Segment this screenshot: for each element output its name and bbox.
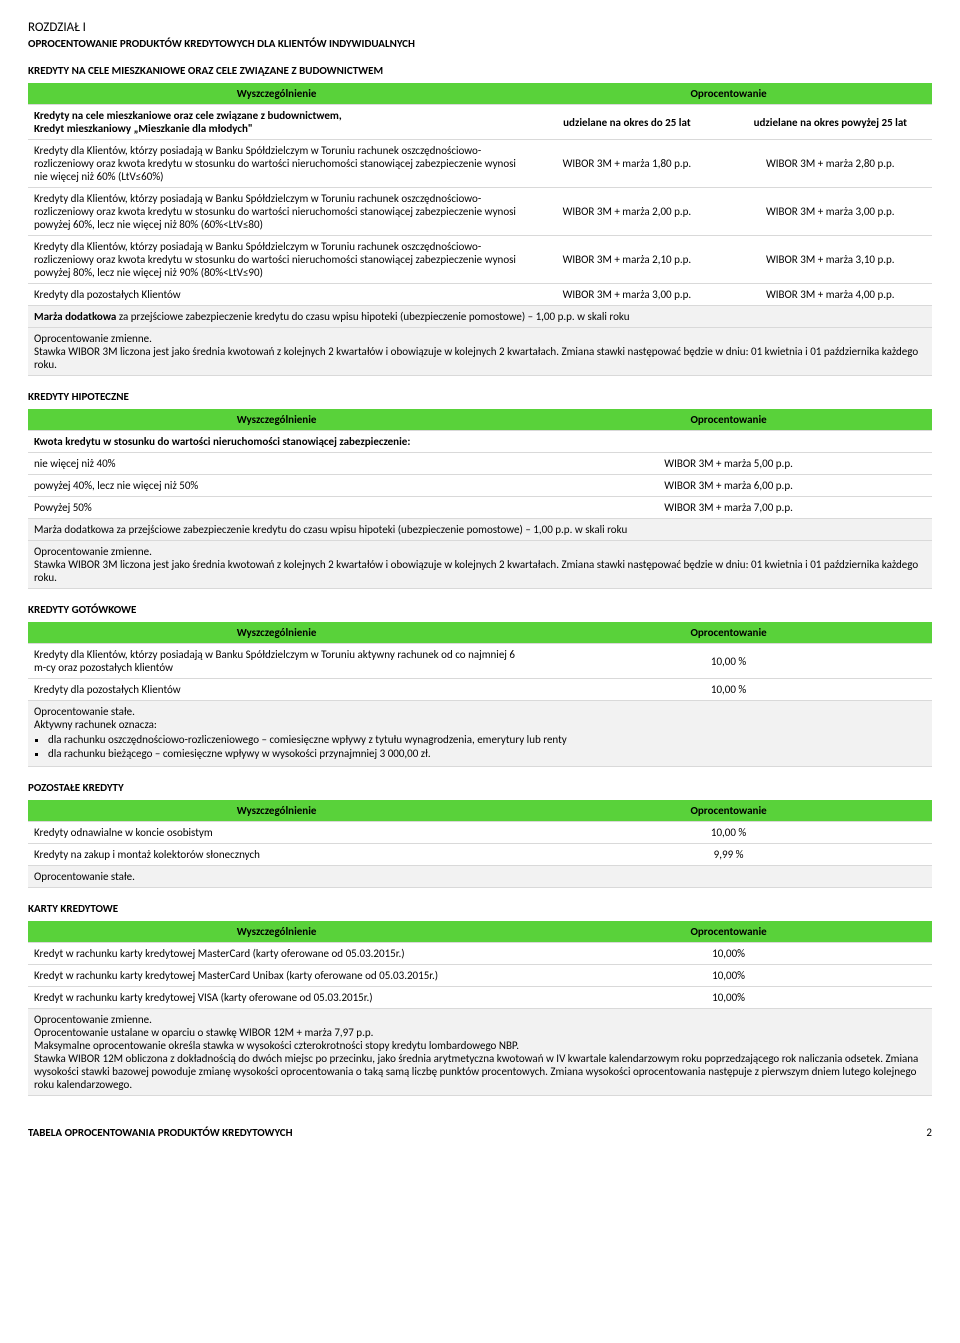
row-val: 10,00% <box>525 965 932 987</box>
housing-table: Wyszczególnienie Oprocentowanie Kredyty … <box>28 83 932 376</box>
table-row: Kredyty dla Klientów, którzy posiadają w… <box>28 236 932 284</box>
col-spec: Wyszczególnienie <box>28 622 525 644</box>
row-val: 10,00 % <box>525 822 932 844</box>
row-desc: Kredyt w rachunku karty kredytowej VISA … <box>28 987 525 1009</box>
row-desc: nie więcej niż 40% <box>28 453 525 475</box>
note-prefix: Marża dodatkowa <box>34 310 116 323</box>
row-val: 9,99 % <box>525 844 932 866</box>
table-row: Kredyty dla Klientów, którzy posiadają w… <box>28 644 932 679</box>
section-title-cash: KREDYTY GOTÓWKOWE <box>28 603 932 616</box>
col-rate: Oprocentowanie <box>525 409 932 431</box>
row-val: 10,00% <box>525 987 932 1009</box>
section-title-housing: KREDYTY NA CELE MIESZKANIOWE ORAZ CELE Z… <box>28 64 932 77</box>
col-spec: Wyszczególnienie <box>28 921 525 943</box>
note-rest: za przejściowe zabezpieczenie kredytu do… <box>116 310 629 323</box>
row-val-2: udzielane na okres powyżej 25 lat <box>729 105 932 140</box>
row-desc: Kredyty dla pozostałych Klientów <box>28 284 525 306</box>
col-spec: Wyszczególnienie <box>28 83 525 105</box>
row-val-2: WIBOR 3M + marża 3,10 p.p. <box>729 236 932 284</box>
col-spec: Wyszczególnienie <box>28 800 525 822</box>
col-rate: Oprocentowanie <box>525 83 932 105</box>
note-text: Oprocentowanie zmienne. Stawka WIBOR 3M … <box>28 541 932 589</box>
table-row: Kredyt w rachunku karty kredytowej Maste… <box>28 943 932 965</box>
row-desc-line1: Kredyty na cele mieszkaniowe oraz cele z… <box>34 109 342 122</box>
col-rate: Oprocentowanie <box>525 800 932 822</box>
col-rate: Oprocentowanie <box>525 921 932 943</box>
table-row: Kredyty dla pozostałych Klientów 10,00 % <box>28 679 932 701</box>
row-val: 10,00% <box>525 943 932 965</box>
row-desc: Kredyty na zakup i montaż kolektorów sło… <box>28 844 525 866</box>
row-val-2: WIBOR 3M + marża 3,00 p.p. <box>729 188 932 236</box>
footer-title: TABELA OPROCENTOWANIA PRODUKTÓW KREDYTOW… <box>28 1126 293 1139</box>
table-row: powyżej 40%, lecz nie więcej niż 50% WIB… <box>28 475 932 497</box>
row-val: WIBOR 3M + marża 6,00 p.p. <box>525 475 932 497</box>
row-val-2: WIBOR 3M + marża 2,80 p.p. <box>729 140 932 188</box>
note-text: Oprocentowanie stałe. <box>28 866 932 888</box>
row-desc: Kredyty odnawialne w koncie osobistym <box>28 822 525 844</box>
row-desc: Kredyt w rachunku karty kredytowej Maste… <box>28 943 525 965</box>
row-val: 10,00 % <box>525 679 932 701</box>
subhead: Kwota kredytu w stosunku do wartości nie… <box>28 431 932 453</box>
table-row: Kredyty dla pozostałych Klientów WIBOR 3… <box>28 284 932 306</box>
row-desc: Kredyty dla Klientów, którzy posiadają w… <box>28 644 525 679</box>
col-spec: Wyszczególnienie <box>28 409 525 431</box>
section-title-mortgage: KREDYTY HIPOTECZNE <box>28 390 932 403</box>
note-line1: Oprocentowanie stałe. <box>34 705 926 718</box>
row-val-1: WIBOR 3M + marża 2,00 p.p. <box>525 188 728 236</box>
row-val-1: udzielane na okres do 25 lat <box>525 105 728 140</box>
section-title-cards: KARTY KREDYTOWE <box>28 902 932 915</box>
table-row: Kredyty dla Klientów, którzy posiadają w… <box>28 188 932 236</box>
note-text: Oprocentowanie zmienne. Oprocentowanie u… <box>28 1009 932 1096</box>
chapter-label: ROZDZIAŁ I <box>28 20 932 35</box>
note-row: Oprocentowanie stałe. Aktywny rachunek o… <box>28 701 932 767</box>
row-desc-line2: Kredyt mieszkaniowy „Mieszkanie dla młod… <box>34 122 253 135</box>
row-desc: Kredyty dla pozostałych Klientów <box>28 679 525 701</box>
page-number: 2 <box>926 1126 932 1139</box>
table-row: Powyżej 50% WIBOR 3M + marża 7,00 p.p. <box>28 497 932 519</box>
table-row: Kredyty na cele mieszkaniowe oraz cele z… <box>28 105 932 140</box>
row-val: WIBOR 3M + marża 7,00 p.p. <box>525 497 932 519</box>
row-desc: Kredyt w rachunku karty kredytowej Maste… <box>28 965 525 987</box>
cash-table: Wyszczególnienie Oprocentowanie Kredyty … <box>28 622 932 767</box>
note-row: Oprocentowanie stałe. <box>28 866 932 888</box>
note-row: Oprocentowanie zmienne. Oprocentowanie u… <box>28 1009 932 1096</box>
note-row: Marża dodatkowa za przejściowe zabezpiec… <box>28 519 932 541</box>
row-val-1: WIBOR 3M + marża 3,00 p.p. <box>525 284 728 306</box>
row-desc: Kredyty dla Klientów, którzy posiadają w… <box>28 236 525 284</box>
other-table: Wyszczególnienie Oprocentowanie Kredyty … <box>28 800 932 888</box>
table-row: Kredyt w rachunku karty kredytowej Maste… <box>28 965 932 987</box>
row-val: 10,00 % <box>525 644 932 679</box>
col-rate: Oprocentowanie <box>525 622 932 644</box>
table-row: Kredyty odnawialne w koncie osobistym 10… <box>28 822 932 844</box>
note-text: Oprocentowanie zmienne. Stawka WIBOR 3M … <box>28 328 932 376</box>
mortgage-table: Wyszczególnienie Oprocentowanie Kwota kr… <box>28 409 932 589</box>
section-title-other: POZOSTAŁE KREDYTY <box>28 781 932 794</box>
note-row: Oprocentowanie zmienne. Stawka WIBOR 3M … <box>28 541 932 589</box>
bullet-item: dla rachunku oszczędnościowo-rozliczenio… <box>48 733 926 746</box>
row-val: WIBOR 3M + marża 5,00 p.p. <box>525 453 932 475</box>
row-desc: powyżej 40%, lecz nie więcej niż 50% <box>28 475 525 497</box>
row-val-2: WIBOR 3M + marża 4,00 p.p. <box>729 284 932 306</box>
cards-table: Wyszczególnienie Oprocentowanie Kredyt w… <box>28 921 932 1096</box>
main-heading: OPROCENTOWANIE PRODUKTÓW KREDYTOWYCH DLA… <box>28 37 932 50</box>
note-row: Oprocentowanie zmienne. Stawka WIBOR 3M … <box>28 328 932 376</box>
row-val-1: WIBOR 3M + marża 2,10 p.p. <box>525 236 728 284</box>
row-desc: Kredyty dla Klientów, którzy posiadają w… <box>28 140 525 188</box>
note-line2: Aktywny rachunek oznacza: <box>34 718 926 731</box>
table-row: Kwota kredytu w stosunku do wartości nie… <box>28 431 932 453</box>
table-row: nie więcej niż 40% WIBOR 3M + marża 5,00… <box>28 453 932 475</box>
bullet-item: dla rachunku bieżącego – comiesięczne wp… <box>48 747 926 760</box>
row-desc: Powyżej 50% <box>28 497 525 519</box>
row-val-1: WIBOR 3M + marża 1,80 p.p. <box>525 140 728 188</box>
note-text: Marża dodatkowa za przejściowe zabezpiec… <box>28 519 932 541</box>
row-desc: Kredyty dla Klientów, którzy posiadają w… <box>28 188 525 236</box>
note-row: Marża dodatkowa za przejściowe zabezpiec… <box>28 306 932 328</box>
table-row: Kredyt w rachunku karty kredytowej VISA … <box>28 987 932 1009</box>
table-row: Kredyty na zakup i montaż kolektorów sło… <box>28 844 932 866</box>
table-row: Kredyty dla Klientów, którzy posiadają w… <box>28 140 932 188</box>
